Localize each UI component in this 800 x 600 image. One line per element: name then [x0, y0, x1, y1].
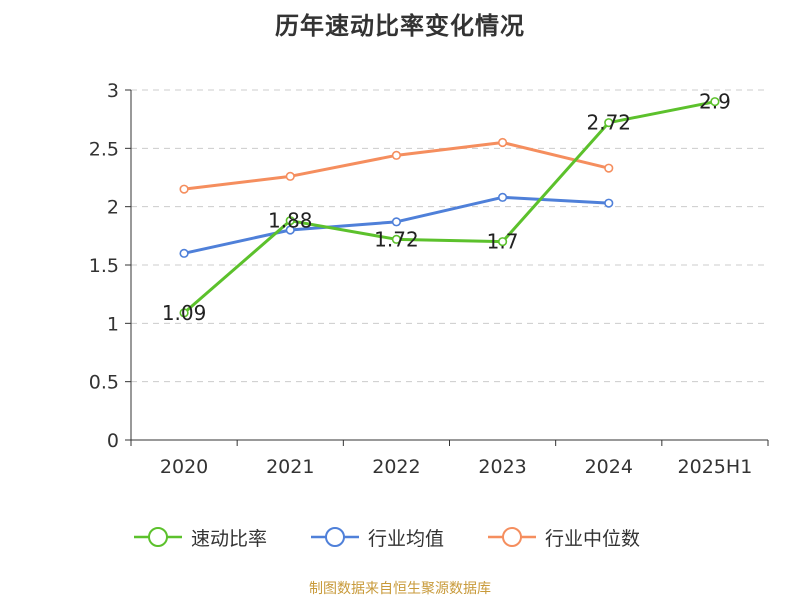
y-tick-label: 2	[107, 197, 119, 219]
series-line-1	[183, 100, 716, 314]
data-label: 2.9	[699, 90, 731, 114]
y-tick-label: 3	[107, 80, 119, 102]
legend-label: 行业中位数	[545, 527, 641, 550]
y-tick-label: 2.5	[89, 138, 119, 160]
data-label: 1.88	[268, 209, 313, 233]
data-labels: 1.09 1.88 1.72 1.7 2.72 2.9	[162, 90, 731, 325]
data-point	[179, 184, 189, 194]
y-tick-label: 1.5	[89, 255, 119, 277]
gridlines	[131, 89, 768, 383]
legend-label: 速动比率	[191, 527, 268, 550]
data-label: 1.72	[374, 227, 419, 251]
data-label: 1.7	[487, 230, 519, 254]
data-point	[391, 150, 402, 160]
y-tick-label: 0	[107, 430, 119, 452]
legend-item[interactable]: 行业中位数	[487, 519, 640, 555]
legend-marker-icon	[488, 527, 536, 547]
x-tick-label: 2023	[478, 456, 526, 478]
data-point	[497, 137, 508, 148]
data-label: 2.72	[586, 111, 631, 135]
x-tick-label: 2021	[266, 456, 314, 478]
data-point	[285, 171, 295, 181]
data-point	[604, 118, 614, 128]
chart-title: 历年速动比率变化情况	[275, 12, 525, 40]
y-tick-label: 0.5	[89, 372, 119, 394]
axes: 0 0.5 1 1.5 2 2.5 3 2020 2021 2022 2023 2024 2025H1	[89, 80, 769, 478]
x-tick-label: 2025H1	[678, 456, 753, 478]
legend-item[interactable]: 速动比率	[133, 519, 267, 555]
data-point	[285, 225, 295, 235]
series-line-3	[183, 141, 610, 191]
data-point	[391, 234, 402, 244]
x-tick-label: 2020	[160, 456, 208, 478]
legend-item[interactable]: 行业均值	[310, 519, 444, 555]
data-point	[497, 237, 508, 247]
data-point	[604, 198, 614, 208]
data-point	[391, 217, 402, 227]
legend-marker-icon	[134, 527, 182, 547]
data-point	[179, 308, 189, 318]
data-point	[285, 216, 295, 226]
legend: 速动比率 行业均值 行业中位数	[0, 519, 800, 555]
legend-label: 行业均值	[368, 527, 445, 550]
legend-marker-icon	[311, 527, 359, 547]
data-point	[710, 97, 720, 107]
x-tick-label: 2024	[585, 456, 633, 478]
data-point	[604, 163, 614, 173]
x-tick-label: 2022	[372, 456, 420, 478]
data-label: 1.09	[162, 301, 207, 325]
series-lines	[179, 97, 720, 318]
y-tick-label: 1	[107, 313, 119, 335]
data-point	[179, 248, 189, 258]
source-note: 制图数据来自恒生聚源数据库	[309, 581, 491, 597]
data-point	[497, 192, 508, 202]
